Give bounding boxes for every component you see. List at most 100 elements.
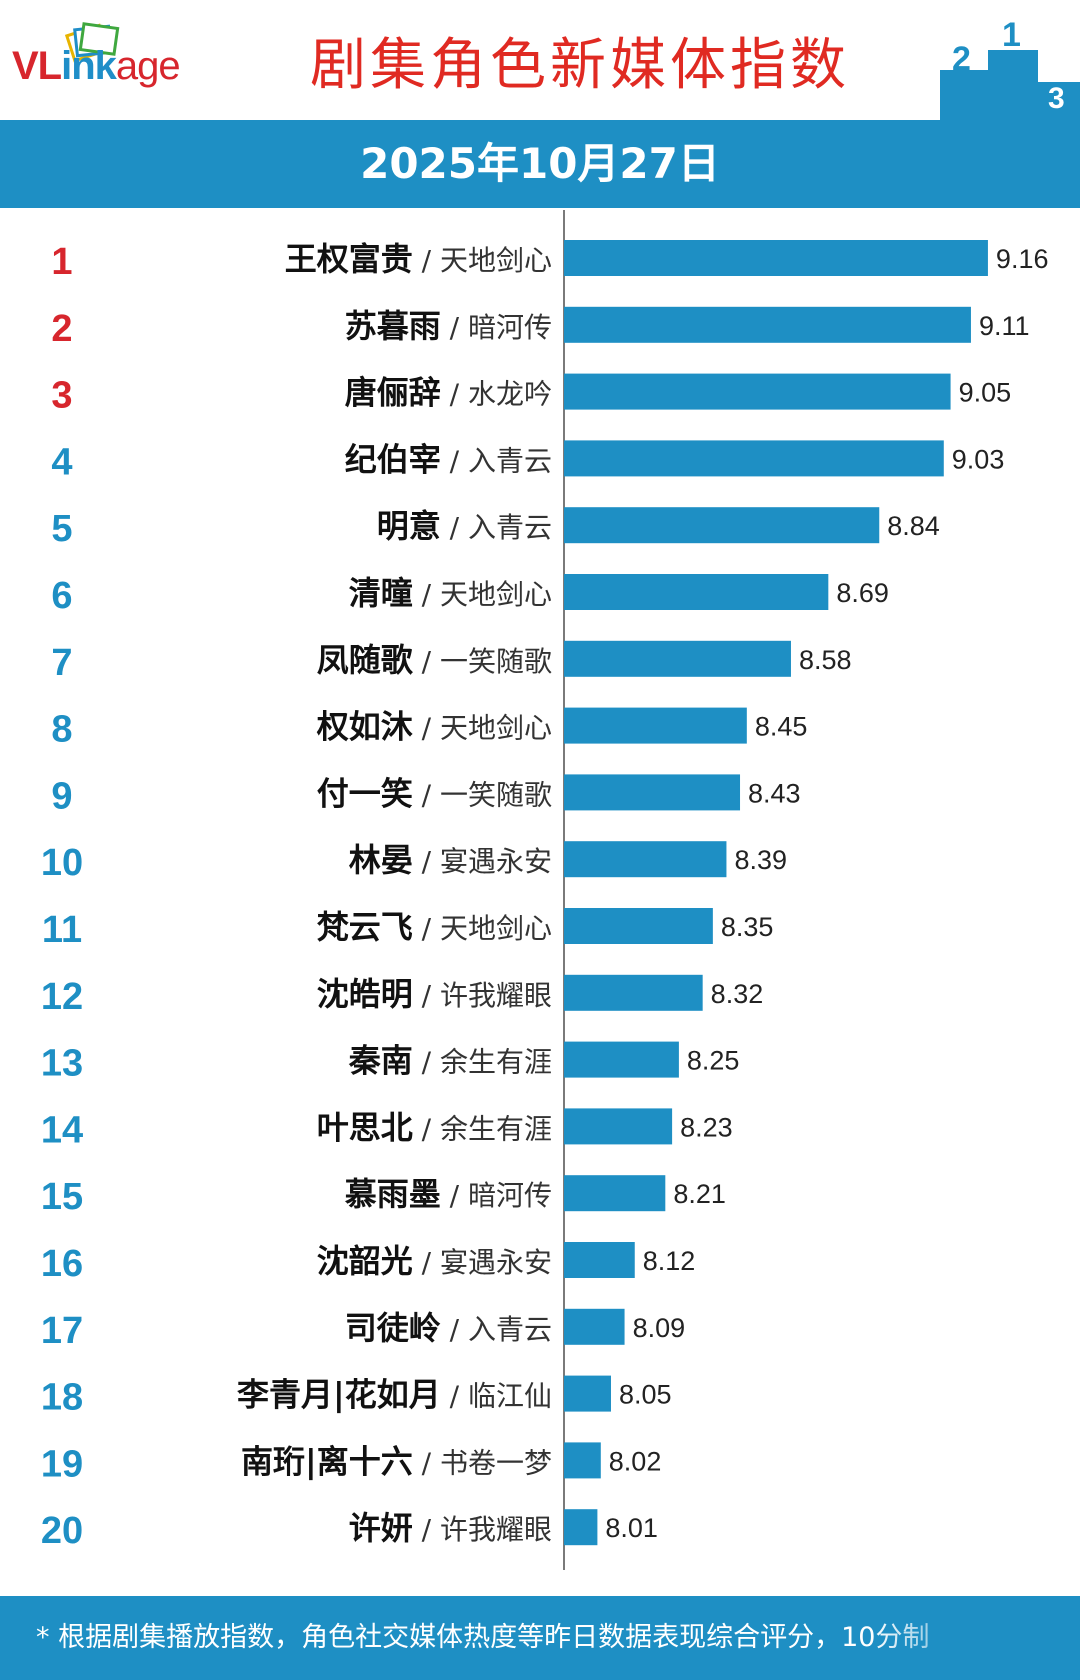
bar (564, 440, 944, 477)
row-label: 秦南 / 余生有涯 (348, 1042, 552, 1080)
value-label: 8.45 (755, 712, 808, 742)
value-label: 8.69 (836, 578, 889, 608)
drama-name: / 入青云 (441, 444, 552, 477)
role-name: 凤随歌 (317, 641, 414, 679)
value-label: 8.12 (643, 1246, 696, 1276)
bar (564, 974, 703, 1011)
bar (564, 574, 829, 610)
logo-cards-icon (64, 22, 120, 63)
ranking-bar-chart: 1 王权富贵 / 天地剑心 9.16 2 苏暮雨 / 暗河传 9.11 3 唐俪辞 / 水龙吟… (41, 210, 1049, 1570)
rank-number: 11 (42, 909, 82, 951)
value-label: 8.35 (721, 912, 774, 942)
footer: * 根据剧集播放指数，角色社交媒体热度等昨日数据表现综合评分，10分制 (0, 1596, 1080, 1680)
row-label: 王权富贵 / 天地剑心 (285, 240, 552, 278)
role-name: 纪伯宰 (345, 440, 441, 478)
page-title: 剧集角色新媒体指数 (310, 33, 850, 98)
bar (564, 841, 727, 878)
podium-number-2: 2 (952, 40, 971, 78)
drama-name: / 天地剑心 (413, 244, 552, 277)
row-label: 沈韶光 / 宴遇永安 (317, 1242, 552, 1280)
drama-name: / 天地剑心 (413, 912, 552, 945)
value-label: 8.43 (748, 778, 801, 808)
value-label: 8.25 (687, 1046, 740, 1076)
rank-number: 15 (41, 1176, 83, 1218)
drama-name: / 余生有涯 (413, 1112, 552, 1145)
podium-number-3: 3 (1048, 82, 1065, 115)
drama-name: / 入青云 (441, 1313, 552, 1346)
row-label: 付一笑 / 一笑随歌 (317, 774, 552, 812)
bar (564, 373, 951, 410)
row-label: 许妍 / 许我耀眼 (349, 1509, 552, 1547)
bar (564, 640, 791, 677)
value-label: 8.01 (605, 1513, 658, 1543)
logo-vl: VL (12, 44, 62, 88)
row-label: 清曈 / 天地剑心 (349, 574, 552, 612)
row-label: 沈皓明 / 许我耀眼 (317, 975, 552, 1013)
drama-name: / 水龙吟 (441, 378, 552, 411)
rank-number: 2 (51, 308, 72, 350)
rank-number: 18 (41, 1377, 83, 1419)
row-label: 叶思北 / 余生有涯 (317, 1108, 552, 1146)
footer-note: * 根据剧集播放指数，角色社交媒体热度等昨日数据表现综合评分，10分制 (36, 1622, 930, 1653)
drama-name: / 暗河传 (441, 1179, 552, 1212)
value-label: 8.21 (673, 1179, 726, 1209)
podium-icon: 2 1 3 (940, 20, 1080, 120)
rank-number: 7 (51, 642, 72, 684)
value-label: 8.32 (711, 979, 764, 1009)
role-name: 付一笑 (317, 774, 413, 812)
role-name: 梵云飞 (317, 908, 413, 946)
value-label: 9.16 (996, 244, 1049, 274)
role-name: 慕雨墨 (345, 1175, 441, 1213)
bar (564, 1108, 673, 1145)
role-name: 李青月|花如月 (237, 1376, 441, 1415)
header: VLinkage 剧集角色新媒体指数 2 1 3 (0, 0, 1080, 120)
row-label: 明意 / 入青云 (377, 507, 552, 545)
rank-number: 8 (51, 709, 72, 751)
drama-name: / 宴遇永安 (413, 845, 552, 878)
rank-number: 9 (51, 775, 72, 817)
role-name: 叶思北 (317, 1108, 413, 1146)
drama-name: / 临江仙 (441, 1380, 552, 1413)
bar (564, 1375, 611, 1412)
row-label: 司徒岭 / 入青云 (345, 1309, 552, 1347)
drama-name: / 余生有涯 (413, 1046, 552, 1079)
bar (564, 1442, 601, 1479)
rank-number: 3 (51, 375, 72, 417)
bar (564, 908, 713, 944)
role-name: 许妍 (349, 1509, 413, 1547)
rank-number: 19 (41, 1443, 83, 1485)
rank-number: 20 (41, 1510, 83, 1552)
drama-name: / 天地剑心 (413, 578, 552, 611)
bar (564, 306, 971, 343)
role-name: 林晏 (349, 841, 413, 879)
bar (564, 1242, 635, 1278)
drama-name: / 许我耀眼 (413, 979, 552, 1012)
role-name: 沈韶光 (317, 1242, 413, 1280)
rank-number: 12 (41, 976, 83, 1018)
date-label: 2025年10月27日 (360, 139, 720, 188)
row-label: 纪伯宰 / 入青云 (345, 440, 552, 478)
role-name: 沈皓明 (317, 975, 413, 1013)
row-label: 苏暮雨 / 暗河传 (345, 307, 552, 345)
value-label: 9.11 (979, 311, 1030, 341)
role-name: 唐俪辞 (345, 374, 441, 412)
drama-name: / 天地剑心 (413, 712, 552, 745)
value-label: 8.23 (680, 1112, 733, 1142)
value-label: 9.05 (959, 378, 1012, 408)
drama-name: / 宴遇永安 (413, 1246, 552, 1279)
bar (564, 1175, 666, 1212)
bar (564, 707, 747, 744)
logo: VLinkage (12, 44, 181, 88)
logo-ink: ink (61, 44, 117, 88)
row-label: 李青月|花如月 / 临江仙 (237, 1376, 552, 1415)
value-label: 8.05 (619, 1380, 672, 1410)
role-name: 权如沐 (316, 708, 413, 746)
row-label: 权如沐 / 天地剑心 (316, 708, 552, 746)
drama-name: / 许我耀眼 (413, 1513, 552, 1546)
row-label: 林晏 / 宴遇永安 (349, 841, 552, 879)
rank-number: 4 (51, 441, 72, 483)
value-label: 8.02 (609, 1446, 662, 1476)
drama-name: / 一笑随歌 (413, 778, 552, 811)
role-name: 秦南 (348, 1042, 413, 1080)
